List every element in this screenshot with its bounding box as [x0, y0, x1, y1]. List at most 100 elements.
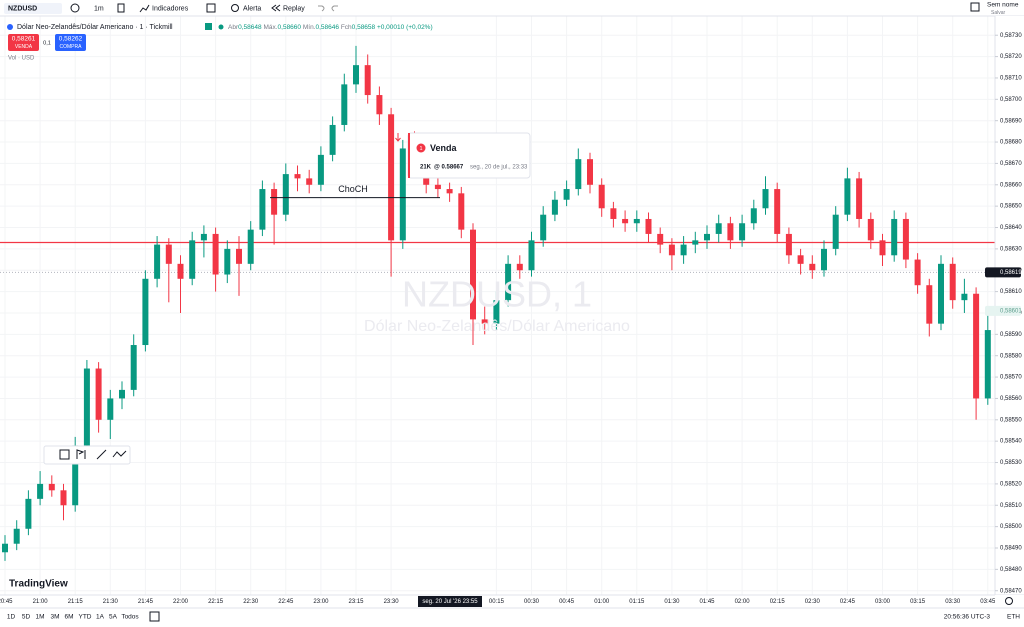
- layout-name[interactable]: Sem nome: [987, 2, 1019, 9]
- volume: Vol · USD: [8, 56, 35, 62]
- y-tick-label: 0,58670: [1000, 161, 1022, 167]
- y-tick-label: 0,58530: [1000, 460, 1022, 466]
- candle-body: [551, 199, 558, 215]
- candle-body: [399, 148, 406, 241]
- candle-body: [341, 84, 348, 125]
- choch-label: ChoCH: [338, 184, 368, 194]
- symbol-flag: [7, 24, 13, 30]
- candle-body: [797, 255, 804, 264]
- range-button[interactable]: 5D: [22, 614, 31, 621]
- candle-body: [926, 285, 933, 324]
- order-title: Venda: [430, 143, 458, 153]
- candle-body: [949, 263, 956, 301]
- candle-body: [37, 483, 44, 499]
- y-tick-label: 0,58640: [1000, 225, 1022, 231]
- y-tick-label: 0,58610: [1000, 289, 1022, 295]
- watermark-subtitle: Dólar Neo-Zelandês/Dólar Americano: [364, 318, 630, 335]
- add-icon[interactable]: [70, 3, 80, 13]
- settings-icon[interactable]: [1005, 597, 1013, 605]
- candle-body: [622, 218, 629, 224]
- candle-body: [271, 189, 278, 215]
- date-range-icon[interactable]: [149, 611, 160, 622]
- sell-label[interactable]: VENDA: [15, 44, 33, 50]
- candle-body: [165, 244, 172, 264]
- replay[interactable]: Replay: [283, 5, 305, 12]
- x-tick-label: 02:30: [805, 599, 821, 605]
- x-tick-label: 22:30: [243, 599, 259, 605]
- alert[interactable]: Alerta: [243, 5, 261, 12]
- range-button[interactable]: YTD: [79, 614, 92, 621]
- symbol-box[interactable]: [4, 3, 62, 14]
- layout-icon[interactable]: [206, 3, 216, 13]
- rect-tool[interactable]: [59, 449, 70, 460]
- candle-body: [879, 240, 886, 256]
- x-tick-label: 02:15: [770, 599, 786, 605]
- candle-body: [575, 159, 582, 190]
- candle-body: [25, 498, 32, 529]
- close: 0,58658: [352, 24, 376, 31]
- path-tool[interactable]: [112, 450, 127, 458]
- chart-type-icon[interactable]: [117, 3, 125, 13]
- x-tick-label: 01:15: [629, 599, 645, 605]
- range-button[interactable]: Todos: [121, 614, 139, 621]
- candle-body: [329, 124, 336, 155]
- sell-button[interactable]: [8, 34, 39, 51]
- buy-price[interactable]: 0,58262: [59, 36, 83, 43]
- time-axis: 20:45 21:00 21:15 21:30 21:45 22:00 22:15 22:30…: [0, 594, 1024, 608]
- x-tick-label: 23:15: [348, 599, 364, 605]
- candle-body: [446, 189, 453, 194]
- y-tick-label: 0,58510: [1000, 503, 1022, 509]
- y-tick-label: 0,58710: [1000, 76, 1022, 82]
- candle-body: [563, 189, 570, 200]
- spread: 0,1: [43, 40, 51, 46]
- x-tick-label: 00:15: [489, 599, 505, 605]
- low: 0,58646: [316, 24, 340, 31]
- x-tick-label: 01:30: [664, 599, 680, 605]
- candle-body: [821, 248, 827, 271]
- sell-price[interactable]: 0,58261: [12, 36, 36, 43]
- last-price-label: 0,58619: [1000, 270, 1022, 276]
- candle-body: [317, 154, 324, 185]
- x-tick-label: 01:45: [699, 599, 715, 605]
- close-label: Fch: [341, 24, 352, 31]
- candle-body: [177, 263, 184, 279]
- candle-body: [376, 95, 383, 115]
- y-tick-label: 0,58580: [1000, 353, 1022, 359]
- interval[interactable]: 1m: [94, 5, 104, 12]
- high-label: Máx.: [263, 24, 277, 31]
- x-tick-label: 21:00: [33, 599, 49, 605]
- line-tool[interactable]: [96, 449, 107, 460]
- ohlc: Abr0,58648 Máx.0,58660 Mín.0,58646 Fch0,…: [228, 24, 433, 31]
- symbol[interactable]: NZDUSD: [8, 5, 37, 12]
- buy-label[interactable]: COMPRA: [60, 44, 83, 50]
- layout-checkbox[interactable]: [970, 2, 980, 12]
- range-button[interactable]: 5A: [109, 614, 118, 621]
- candle-body: [891, 218, 898, 256]
- watermark-title: NZDUSD, 1: [402, 274, 592, 315]
- order-qty: 21K: [420, 165, 432, 171]
- y-tick-label: 0,58700: [1000, 97, 1022, 103]
- range-button[interactable]: 6M: [64, 614, 73, 621]
- range-button[interactable]: 3M: [50, 614, 59, 621]
- candle-body: [598, 184, 605, 209]
- y-tick-label: 0,58480: [1000, 567, 1022, 573]
- session[interactable]: ETH: [1007, 614, 1020, 621]
- candle-body: [727, 223, 734, 241]
- save[interactable]: Salvar: [991, 10, 1006, 16]
- order-card[interactable]: [407, 132, 531, 179]
- range-button[interactable]: 1D: [7, 614, 16, 621]
- logo[interactable]: TradingView: [9, 579, 68, 590]
- drawing-toolbar: [43, 445, 131, 465]
- candle-body: [785, 233, 792, 256]
- range-button[interactable]: 1A: [96, 614, 105, 621]
- candle-body: [680, 244, 687, 256]
- undo-redo[interactable]: [318, 5, 338, 12]
- flag-tool[interactable]: [76, 449, 86, 459]
- candle-body: [762, 189, 769, 209]
- indicators[interactable]: Indicadores: [152, 5, 189, 12]
- x-tick-label: 02:00: [735, 599, 751, 605]
- range-button[interactable]: 1M: [35, 614, 44, 621]
- buy-button[interactable]: [55, 34, 86, 51]
- candle-body: [961, 293, 968, 301]
- price-axis-bg: [995, 16, 1024, 595]
